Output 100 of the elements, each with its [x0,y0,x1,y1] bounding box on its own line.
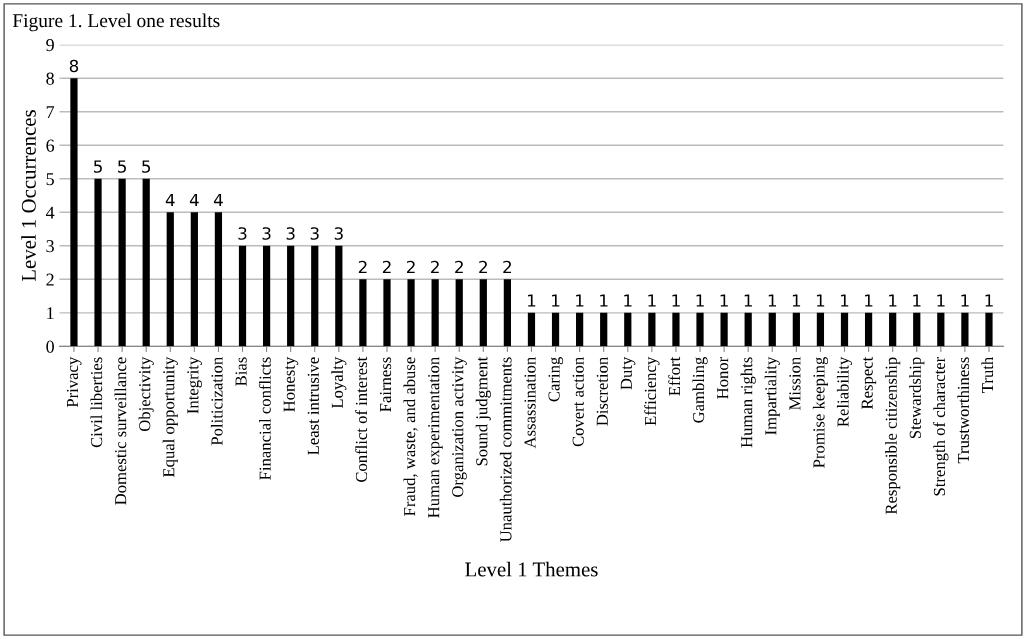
bar [335,245,343,347]
data-label: 5 [142,160,151,173]
data-label: 4 [213,193,223,207]
x-tick-label: Integrity [187,356,202,414]
x-tick-label: Financial conflicts [258,357,271,480]
x-tick-label: Organization activity [452,356,467,497]
x-tick-label: Assassination [524,357,536,449]
bar [311,245,319,347]
bar [889,312,897,347]
data-label: 1 [792,294,801,307]
data-label: 1 [552,294,560,307]
y-tick-label: 0 [46,340,54,353]
data-label: 1 [961,294,969,307]
data-label: 1 [841,294,849,307]
x-tick-label: Conflict of interest [355,356,368,482]
x-tick-label: Honesty [283,356,299,412]
bar [142,178,150,347]
bar [118,178,126,347]
x-tick-label: Politicization [210,357,223,446]
data-label: 3 [262,227,271,240]
y-tick-label: 7 [46,106,55,119]
bar [840,312,849,347]
bar [624,312,632,347]
data-label: 3 [238,227,247,240]
bar [600,312,608,347]
bar [287,245,295,347]
x-tick-label: Domestic surveillance [114,357,127,505]
bar [166,212,174,347]
y-tick-label: 6 [46,139,55,152]
data-label: 1 [744,294,752,307]
bar [744,312,752,347]
y-tick-label: 9 [46,39,54,52]
data-label: 1 [624,294,632,307]
bar [431,279,439,347]
y-tick-label: 5 [46,173,54,186]
bar [238,245,247,347]
bar [190,212,198,347]
bar [214,212,223,347]
x-tick-label: Promise keeping [812,357,828,468]
data-label: 1 [865,294,873,307]
bar [696,312,704,347]
bar [455,279,463,347]
y-tick-label: 4 [45,206,55,219]
x-tick-label: Caring [548,357,564,402]
x-tick-label: Human experimentation [428,357,443,518]
data-label: 1 [768,294,777,307]
bar [359,279,367,347]
bar [985,312,993,347]
bar [648,312,656,347]
bar [262,245,271,347]
bar [70,78,78,347]
bar [383,279,391,347]
data-label: 2 [455,260,463,274]
x-tick-label: Efficiency [644,356,660,426]
data-label: 8 [69,59,79,73]
bar [503,279,511,347]
data-label: 4 [165,193,175,207]
x-tick-label: Duty [620,356,636,390]
bar [479,279,487,347]
bar [672,312,680,347]
x-tick-label: Truth [981,356,994,393]
x-tick-label: Discretion [596,357,608,426]
x-tick-label: Human rights [740,357,756,448]
y-axis-title: Level 1 Occurrences [21,110,36,282]
bar [407,279,415,347]
data-label: 5 [94,160,102,173]
x-tick-label: Strength of character [933,356,949,496]
data-label: 2 [382,260,391,274]
bar [527,312,536,347]
x-tick-label: Gambling [692,357,708,423]
data-label: 2 [358,260,367,274]
x-tick-label: Sound judgment [475,356,491,466]
y-tick-label: 8 [46,72,54,85]
data-label: 1 [696,294,704,307]
x-tick-label: Effort [668,356,681,396]
data-label: 1 [576,294,584,307]
data-label: 2 [431,260,439,274]
data-label: 1 [816,294,825,307]
x-tick-label: Equal opportunity [162,356,178,478]
data-label: 3 [334,227,343,240]
data-label: 1 [648,294,656,307]
data-label: 1 [985,294,993,307]
data-label: 5 [118,160,126,173]
x-tick-label: Reliability [836,356,853,427]
y-tick-label: 3 [46,240,54,253]
data-label: 1 [913,294,921,307]
bar [94,178,102,347]
x-tick-label: Bias [235,357,247,386]
x-tick-label: Impartiality [764,356,780,435]
data-label: 1 [720,294,728,307]
bar [961,312,969,347]
bar [768,312,776,347]
data-label: 2 [406,260,415,274]
bar [937,312,945,347]
x-tick-label: Fraud, waste, and abuse [403,357,418,516]
x-tick-label: Respect [861,356,877,410]
bar [816,312,825,347]
x-tick-label: Civil liberties [90,357,103,448]
chart-title: Figure 1. Level one results [12,13,220,32]
data-label: 3 [310,227,319,240]
